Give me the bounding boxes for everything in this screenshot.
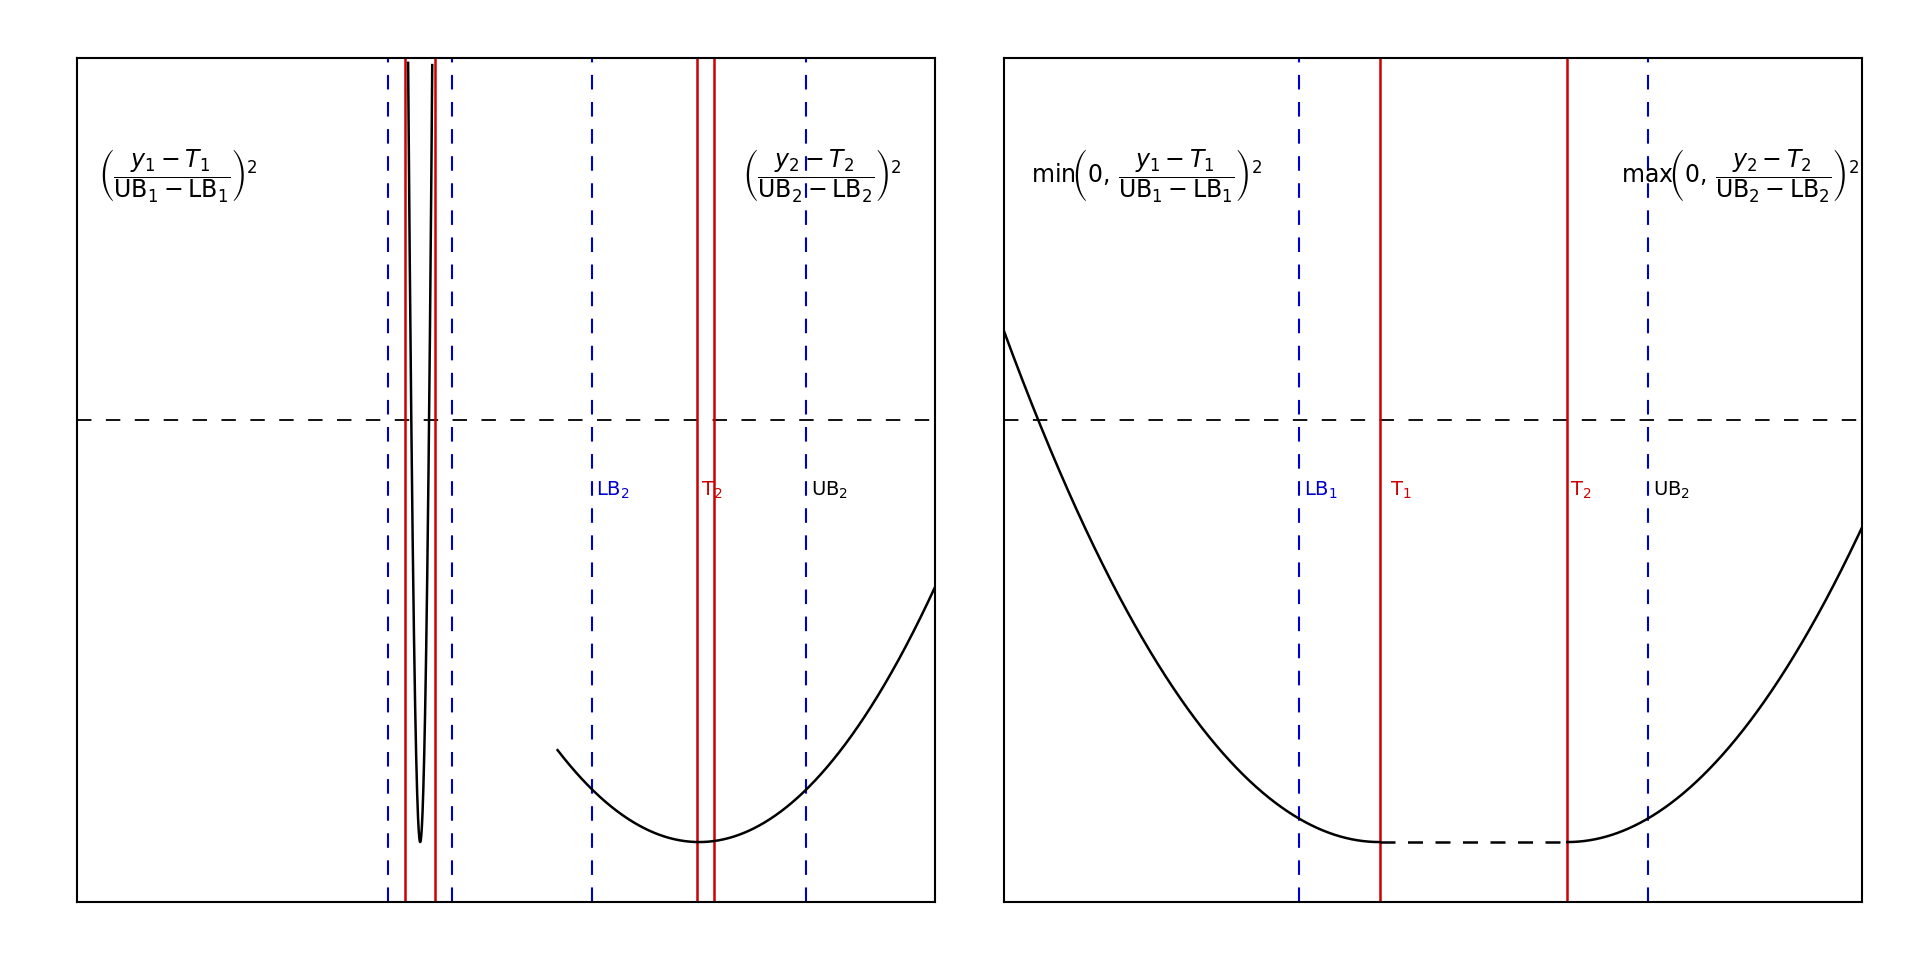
Text: $\mathrm{T}_2$: $\mathrm{T}_2$ (1571, 480, 1592, 501)
Text: $\mathrm{T}_1$: $\mathrm{T}_1$ (1390, 480, 1411, 501)
Text: $\mathrm{LB}_1$: $\mathrm{LB}_1$ (1304, 480, 1338, 501)
Text: $\mathrm{T}_2$: $\mathrm{T}_2$ (701, 480, 722, 501)
Text: $\mathrm{UB}_2$: $\mathrm{UB}_2$ (810, 480, 849, 501)
Text: $\left(\dfrac{y_1-T_1}{\mathrm{UB}_1-\mathrm{LB}_1}\right)^2$: $\left(\dfrac{y_1-T_1}{\mathrm{UB}_1-\ma… (98, 148, 257, 205)
Text: $\mathrm{UB}_2$: $\mathrm{UB}_2$ (1653, 480, 1690, 501)
Text: $\mathrm{max}\!\left(0,\,\dfrac{y_2-T_2}{\mathrm{UB}_2-\mathrm{LB}_2}\right)^2$: $\mathrm{max}\!\left(0,\,\dfrac{y_2-T_2}… (1620, 148, 1859, 205)
Text: $\mathrm{min}\!\left(0,\,\dfrac{y_1-T_1}{\mathrm{UB}_1-\mathrm{LB}_1}\right)^2$: $\mathrm{min}\!\left(0,\,\dfrac{y_1-T_1}… (1031, 148, 1261, 205)
Text: $\left(\dfrac{y_2-T_2}{\mathrm{UB}_2-\mathrm{LB}_2}\right)^2$: $\left(\dfrac{y_2-T_2}{\mathrm{UB}_2-\ma… (743, 148, 902, 205)
Text: $\mathrm{LB}_2$: $\mathrm{LB}_2$ (597, 480, 630, 501)
